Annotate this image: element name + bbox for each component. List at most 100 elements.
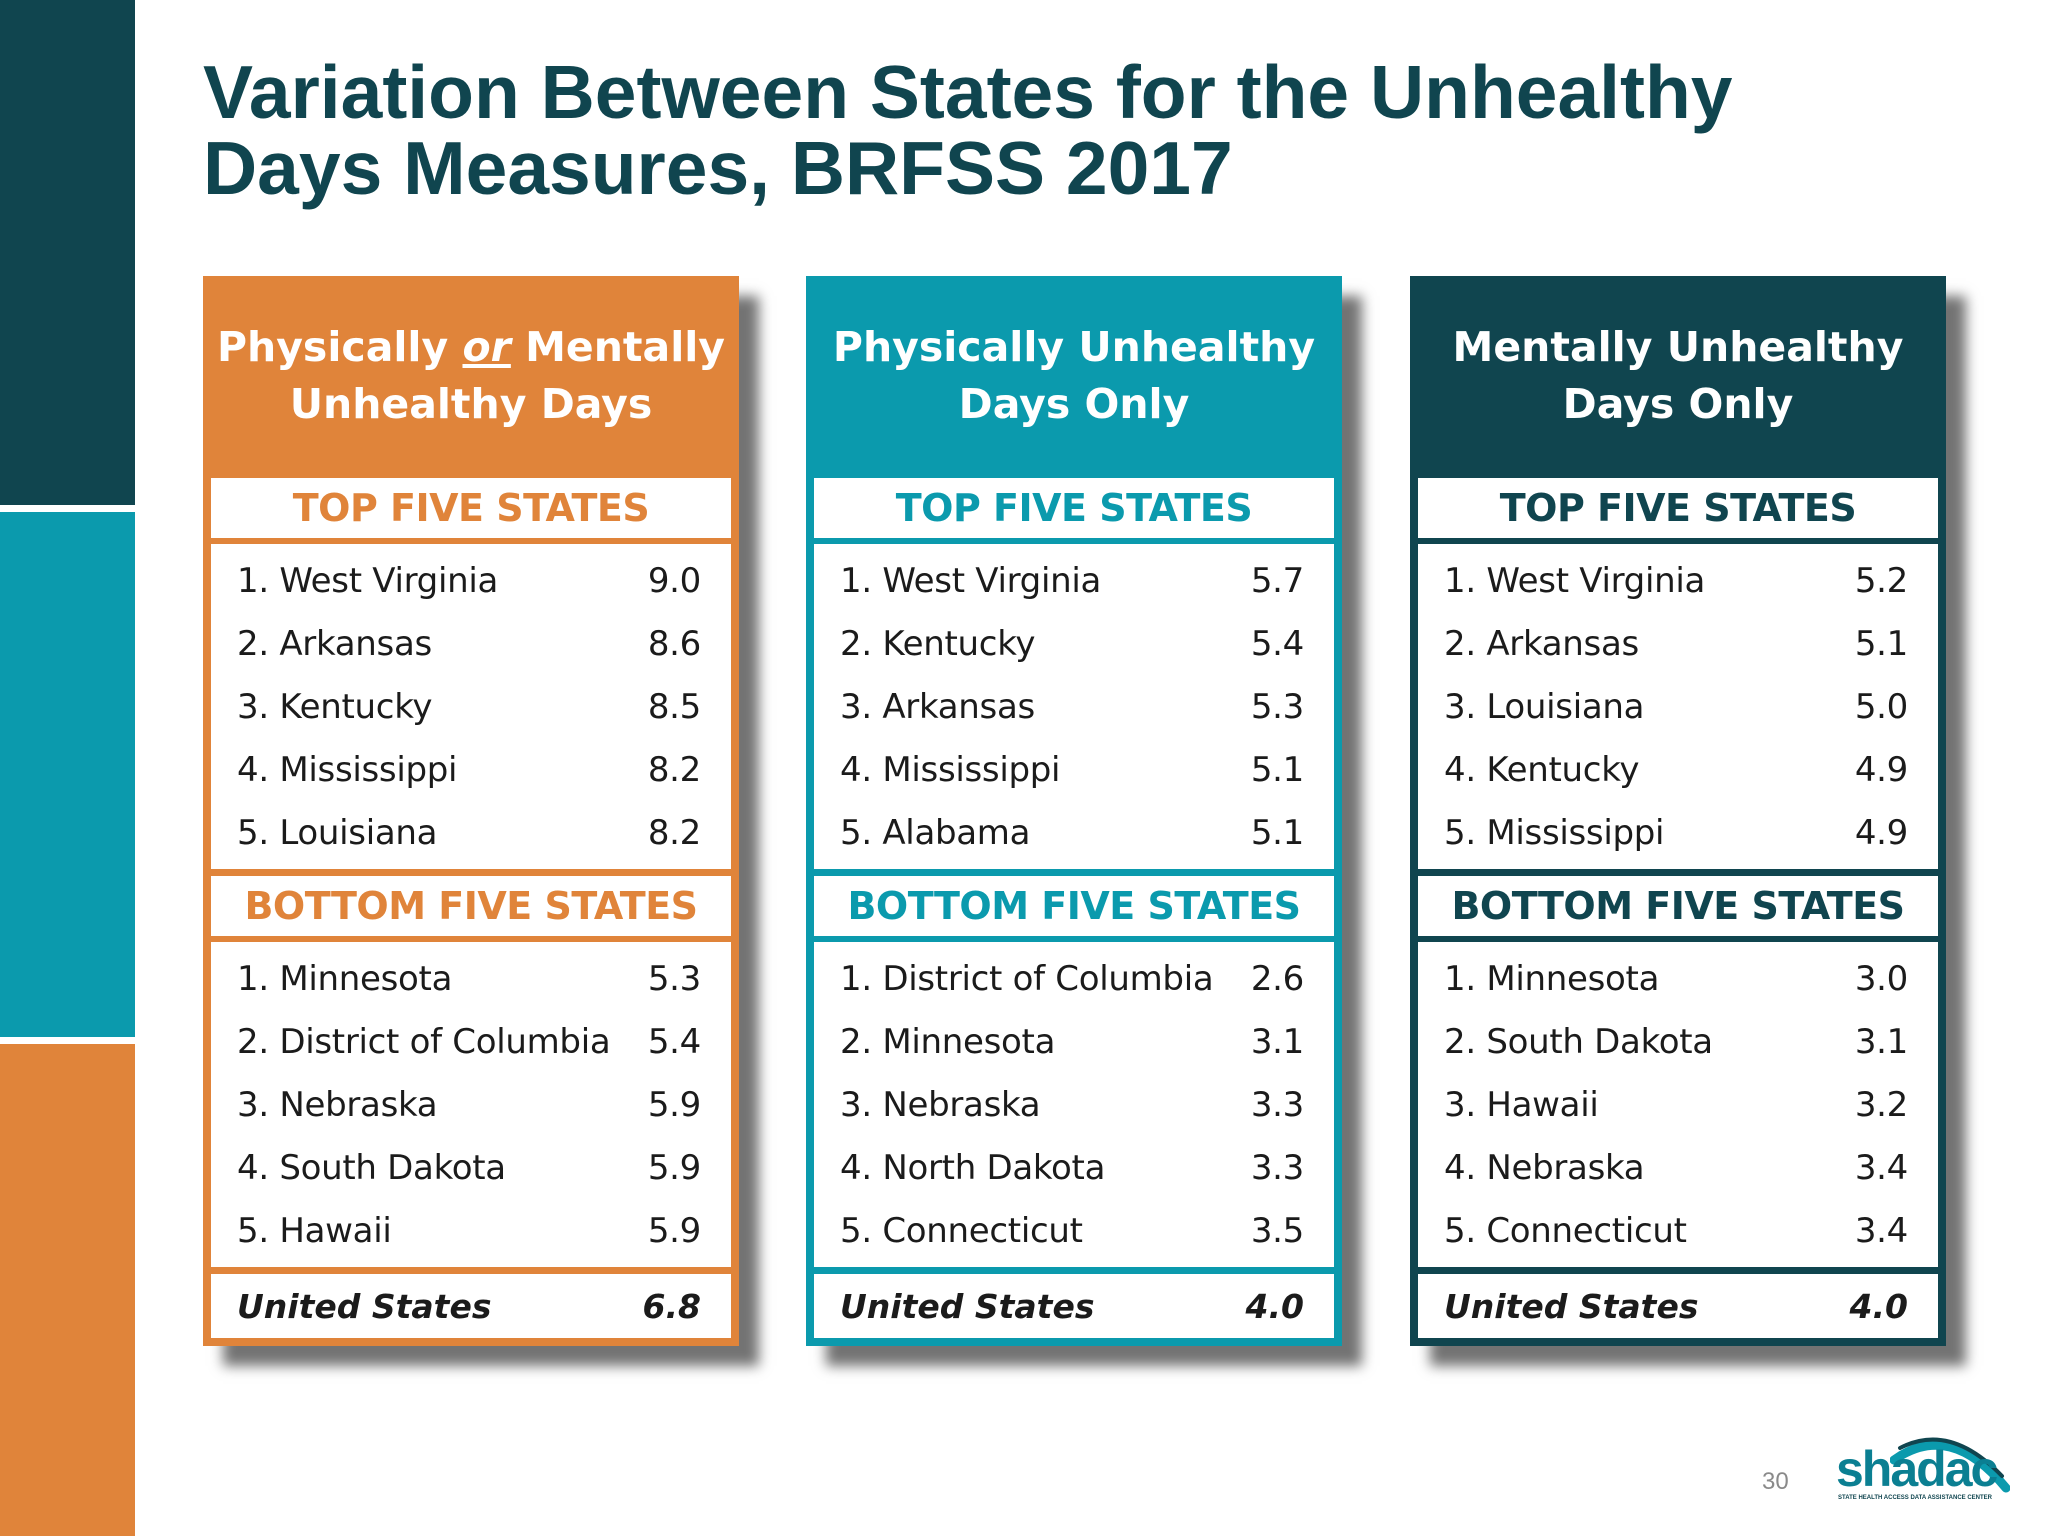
list-item: 5. Louisiana 8.2 <box>237 801 701 864</box>
list-item: 3. Louisiana 5.0 <box>1444 675 1908 738</box>
bottom-five-label: BOTTOM FIVE STATES <box>1418 876 1938 936</box>
panel-header-line1: Physically Unhealthy <box>832 323 1316 371</box>
list-item: 3. Kentucky 8.5 <box>237 675 701 738</box>
state-value: 5.4 <box>647 1021 701 1062</box>
panel-header-line1: Mentally Unhealthy <box>1452 323 1904 371</box>
panel-header-line2: Unhealthy Days <box>289 380 653 428</box>
panel-header-part2: Mentally <box>510 323 726 371</box>
state-value: 5.7 <box>1250 560 1304 601</box>
top-five-list: 1. West Virginia 5.2 2. Arkansas 5.1 3. Lo… <box>1418 544 1938 869</box>
list-item: 4. North Dakota 3.3 <box>840 1136 1304 1199</box>
panel-header-emphasis: or <box>462 323 511 371</box>
list-item: 5. Hawaii 5.9 <box>237 1199 701 1262</box>
top-five-label: TOP FIVE STATES <box>814 478 1334 538</box>
side-bar-orange <box>0 1044 135 1536</box>
shadac-logo: shadac STATE HEALTH ACCESS DATA ASSISTAN… <box>1830 1420 2010 1510</box>
slide-title-line2: Days Measures, BRFSS 2017 <box>203 126 1233 210</box>
list-item: 5. Connecticut 3.5 <box>840 1199 1304 1262</box>
state-value: 3.3 <box>1250 1084 1304 1125</box>
list-item: 1. Minnesota 5.3 <box>237 947 701 1010</box>
state-name: 1. West Virginia <box>1444 560 1706 601</box>
state-name: 3. Louisiana <box>1444 686 1645 727</box>
united-states-label: United States <box>840 1286 1095 1326</box>
united-states-value: 4.0 <box>1849 1286 1908 1326</box>
list-item: 2. Arkansas 8.6 <box>237 612 701 675</box>
state-value: 5.1 <box>1854 623 1908 664</box>
state-value: 3.4 <box>1854 1147 1908 1188</box>
state-name: 4. South Dakota <box>237 1147 506 1188</box>
page-number: 30 <box>1762 1468 1789 1495</box>
logo-arc-icon <box>1890 1437 2010 1493</box>
state-value: 5.1 <box>1250 812 1304 853</box>
state-value: 5.9 <box>647 1147 701 1188</box>
list-item: 2. Minnesota 3.1 <box>840 1010 1304 1073</box>
state-value: 3.1 <box>1854 1021 1908 1062</box>
united-states-row: United States 4.0 <box>1418 1274 1938 1338</box>
bottom-five-label: BOTTOM FIVE STATES <box>814 876 1334 936</box>
state-value: 8.2 <box>647 812 701 853</box>
state-name: 5. Mississippi <box>1444 812 1665 853</box>
logo-tagline: STATE HEALTH ACCESS DATA ASSISTANCE CENT… <box>1838 1495 1993 1501</box>
united-states-value: 6.8 <box>642 1286 701 1326</box>
top-five-list: 1. West Virginia 5.7 2. Kentucky 5.4 3. Ar… <box>814 544 1334 869</box>
list-item: 3. Hawaii 3.2 <box>1444 1073 1908 1136</box>
panel-physically-or-mentally: Physically or Mentally Unhealthy Days TO… <box>203 276 739 1346</box>
panel-header: Mentally Unhealthy Days Only <box>1410 276 1946 476</box>
list-item: 5. Alabama 5.1 <box>840 801 1304 864</box>
state-name: 2. Arkansas <box>237 623 432 664</box>
panel-header-part1: Physically <box>216 323 463 371</box>
state-value: 4.9 <box>1854 812 1908 853</box>
slide-title: Variation Between States for the Unhealt… <box>203 54 1733 206</box>
state-name: 5. Hawaii <box>237 1210 392 1251</box>
list-item: 1. District of Columbia 2.6 <box>840 947 1304 1010</box>
list-item: 2. South Dakota 3.1 <box>1444 1010 1908 1073</box>
list-item: 5. Mississippi 4.9 <box>1444 801 1908 864</box>
state-name: 4. North Dakota <box>840 1147 1106 1188</box>
side-bar-teal <box>0 512 135 1037</box>
bottom-five-list: 1. District of Columbia 2.6 2. Minnesota 3… <box>814 942 1334 1267</box>
state-name: 1. District of Columbia <box>840 958 1214 999</box>
list-item: 4. Kentucky 4.9 <box>1444 738 1908 801</box>
state-value: 8.5 <box>647 686 701 727</box>
state-name: 4. Mississippi <box>840 749 1061 790</box>
state-name: 3. Nebraska <box>237 1084 438 1125</box>
state-name: 4. Nebraska <box>1444 1147 1645 1188</box>
state-value: 3.2 <box>1854 1084 1908 1125</box>
state-name: 5. Connecticut <box>840 1210 1083 1251</box>
top-five-label: TOP FIVE STATES <box>211 478 731 538</box>
list-item: 5. Connecticut 3.4 <box>1444 1199 1908 1262</box>
state-name: 1. West Virginia <box>237 560 499 601</box>
state-value: 5.9 <box>647 1210 701 1251</box>
state-name: 3. Arkansas <box>840 686 1035 727</box>
list-item: 3. Arkansas 5.3 <box>840 675 1304 738</box>
logo-wordmark: shadac <box>1836 1441 1998 1497</box>
list-item: 4. Nebraska 3.4 <box>1444 1136 1908 1199</box>
state-name: 2. South Dakota <box>1444 1021 1713 1062</box>
panel-header: Physically Unhealthy Days Only <box>806 276 1342 476</box>
list-item: 2. Kentucky 5.4 <box>840 612 1304 675</box>
panel-header-line2: Days Only <box>1562 380 1794 428</box>
state-value: 3.4 <box>1854 1210 1908 1251</box>
state-name: 2. Arkansas <box>1444 623 1639 664</box>
state-name: 1. West Virginia <box>840 560 1102 601</box>
list-item: 1. Minnesota 3.0 <box>1444 947 1908 1010</box>
united-states-row: United States 6.8 <box>211 1274 731 1338</box>
state-name: 4. Kentucky <box>1444 749 1640 790</box>
slide-title-line1: Variation Between States for the Unhealt… <box>203 50 1733 134</box>
state-name: 2. Kentucky <box>840 623 1036 664</box>
state-name: 3. Nebraska <box>840 1084 1041 1125</box>
state-value: 3.5 <box>1250 1210 1304 1251</box>
state-name: 5. Connecticut <box>1444 1210 1687 1251</box>
list-item: 4. South Dakota 5.9 <box>237 1136 701 1199</box>
state-value: 5.2 <box>1854 560 1908 601</box>
state-value: 8.6 <box>647 623 701 664</box>
panel-header-line2: Days Only <box>958 380 1190 428</box>
state-name: 3. Kentucky <box>237 686 433 727</box>
united-states-row: United States 4.0 <box>814 1274 1334 1338</box>
state-value: 5.0 <box>1854 686 1908 727</box>
side-bar-dark <box>0 0 135 505</box>
state-value: 3.1 <box>1250 1021 1304 1062</box>
united-states-label: United States <box>237 1286 492 1326</box>
united-states-label: United States <box>1444 1286 1699 1326</box>
state-value: 3.3 <box>1250 1147 1304 1188</box>
